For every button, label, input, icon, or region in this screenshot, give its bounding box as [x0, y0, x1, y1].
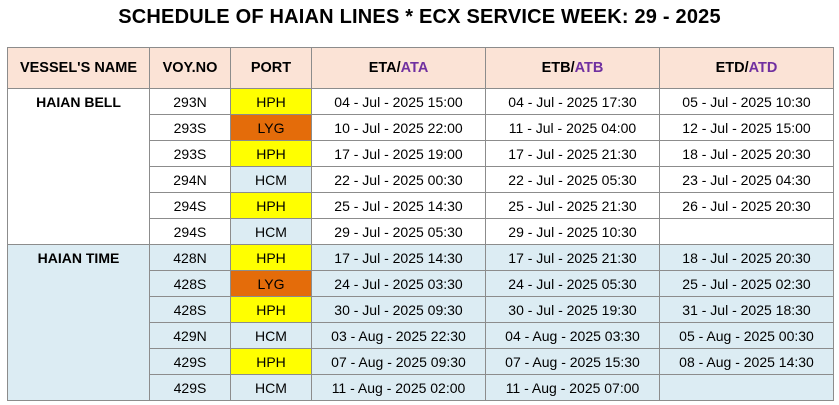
etd-cell: 31 - Jul - 2025 18:30: [659, 296, 834, 323]
port-cell: HCM: [230, 218, 312, 245]
eta-cell: 25 - Jul - 2025 14:30: [311, 192, 486, 219]
eta-cell: 30 - Jul - 2025 09:30: [311, 296, 486, 323]
header-atb-label: ATB: [574, 60, 604, 76]
eta-cell: 17 - Jul - 2025 19:00: [311, 140, 486, 167]
etb-cell: 17 - Jul - 2025 21:30: [485, 140, 660, 167]
voy-no-cell: 294S: [149, 218, 231, 245]
etb-cell: 24 - Jul - 2025 05:30: [485, 270, 660, 297]
eta-cell: 11 - Aug - 2025 02:00: [311, 374, 486, 401]
etd-cell: 25 - Jul - 2025 02:30: [659, 270, 834, 297]
table-row: 428S HPH 30 - Jul - 2025 09:30 30 - Jul - 2…: [8, 296, 834, 323]
header-etd-atd: ETD/ATD: [659, 47, 834, 89]
etb-cell: 17 - Jul - 2025 21:30: [485, 244, 660, 271]
table-row: 293S HPH 17 - Jul - 2025 19:00 17 - Jul - 2…: [8, 140, 834, 167]
etd-cell: 23 - Jul - 2025 04:30: [659, 166, 834, 193]
voy-no-cell: 294S: [149, 192, 231, 219]
header-etb-atb: ETB/ATB: [485, 47, 660, 89]
table-row: 428S LYG 24 - Jul - 2025 03:30 24 - Jul - 2…: [8, 270, 834, 297]
port-cell: HPH: [230, 348, 312, 375]
etd-cell: 08 - Aug - 2025 14:30: [659, 348, 834, 375]
voy-no-cell: 294N: [149, 166, 231, 193]
port-cell: HCM: [230, 374, 312, 401]
vessel-name: HAIAN TIME: [7, 244, 150, 401]
eta-cell: 22 - Jul - 2025 00:30: [311, 166, 486, 193]
etb-cell: 11 - Jul - 2025 04:00: [485, 114, 660, 141]
header-eta-label: ETA/: [368, 60, 401, 76]
port-cell: HPH: [230, 244, 312, 271]
voy-no-cell: 293S: [149, 114, 231, 141]
port-cell: LYG: [230, 114, 312, 141]
header-vessel-name: VESSEL'S NAME: [7, 47, 150, 89]
header-eta-ata: ETA/ATA: [311, 47, 486, 89]
vessel-name: HAIAN BELL: [7, 88, 150, 245]
schedule-table: VESSEL'S NAME VOY.NO PORT ETA/ATA ETB/AT…: [7, 47, 834, 401]
etb-cell: 29 - Jul - 2025 10:30: [485, 218, 660, 245]
voy-no-cell: 429N: [149, 322, 231, 349]
header-etd-label: ETD/: [715, 60, 749, 76]
table-row: 429S HPH 07 - Aug - 2025 09:30 07 - Aug - 2…: [8, 348, 834, 375]
table-row: HAIAN BELL 293N HPH 04 - Jul - 2025 15:00 04…: [7, 88, 834, 245]
voy-no-cell: 429S: [149, 374, 231, 401]
schedule-body: HAIAN BELL 293N HPH 04 - Jul - 2025 15:00 04…: [7, 88, 834, 401]
voy-no-cell: 428S: [149, 296, 231, 323]
voy-no-cell: 428N: [149, 244, 231, 271]
header-ata-label: ATA: [400, 60, 429, 76]
voy-no-cell: 293N: [149, 88, 231, 115]
etd-cell: 05 - Aug - 2025 00:30: [659, 322, 834, 349]
header-port: PORT: [230, 47, 312, 89]
etb-cell: 04 - Jul - 2025 17:30: [485, 88, 660, 115]
etd-cell: 26 - Jul - 2025 20:30: [659, 192, 834, 219]
etb-cell: 04 - Aug - 2025 03:30: [485, 322, 660, 349]
table-row: 429N HCM 03 - Aug - 2025 22:30 04 - Aug - 2…: [8, 322, 834, 349]
eta-cell: 04 - Jul - 2025 15:00: [311, 88, 486, 115]
port-cell: HCM: [230, 166, 312, 193]
eta-cell: 03 - Aug - 2025 22:30: [311, 322, 486, 349]
header-row: VESSEL'S NAME VOY.NO PORT ETA/ATA ETB/AT…: [7, 47, 834, 89]
port-cell: HCM: [230, 322, 312, 349]
eta-cell: 17 - Jul - 2025 14:30: [311, 244, 486, 271]
port-cell: LYG: [230, 270, 312, 297]
table-row: 294S HCM 29 - Jul - 2025 05:30 29 - Jul - 2…: [8, 218, 834, 245]
table-row: HAIAN TIME 428N HPH 17 - Jul - 2025 14:30 17…: [7, 244, 834, 401]
etd-cell: 12 - Jul - 2025 15:00: [659, 114, 834, 141]
voy-no-cell: 428S: [149, 270, 231, 297]
port-cell: HPH: [230, 296, 312, 323]
table-row: 294N HCM 22 - Jul - 2025 00:30 22 - Jul - 2…: [8, 166, 834, 193]
table-row: 293S LYG 10 - Jul - 2025 22:00 11 - Jul - 2…: [8, 114, 834, 141]
voy-no-cell: 293S: [149, 140, 231, 167]
etd-cell: 18 - Jul - 2025 20:30: [659, 140, 834, 167]
header-voy-no: VOY.NO: [149, 47, 231, 89]
etb-cell: 07 - Aug - 2025 15:30: [485, 348, 660, 375]
eta-cell: 29 - Jul - 2025 05:30: [311, 218, 486, 245]
port-cell: HPH: [230, 140, 312, 167]
etb-cell: 22 - Jul - 2025 05:30: [485, 166, 660, 193]
table-row: 429S HCM 11 - Aug - 2025 02:00 11 - Aug - 2…: [8, 374, 834, 401]
table-row: 294S HPH 25 - Jul - 2025 14:30 25 - Jul - 2…: [8, 192, 834, 219]
eta-cell: 07 - Aug - 2025 09:30: [311, 348, 486, 375]
eta-cell: 24 - Jul - 2025 03:30: [311, 270, 486, 297]
etb-cell: 11 - Aug - 2025 07:00: [485, 374, 660, 401]
etd-cell: 05 - Jul - 2025 10:30: [659, 88, 834, 115]
etb-cell: 30 - Jul - 2025 19:30: [485, 296, 660, 323]
etd-cell: 18 - Jul - 2025 20:30: [659, 244, 834, 271]
port-cell: HPH: [230, 88, 312, 115]
voy-no-cell: 429S: [149, 348, 231, 375]
etd-cell: [659, 218, 834, 245]
schedule-title: SCHEDULE OF HAIAN LINES * ECX SERVICE WE…: [118, 6, 721, 28]
eta-cell: 10 - Jul - 2025 22:00: [311, 114, 486, 141]
header-atd-label: ATD: [748, 60, 778, 76]
port-cell: HPH: [230, 192, 312, 219]
etb-cell: 25 - Jul - 2025 21:30: [485, 192, 660, 219]
header-etb-label: ETB/: [541, 60, 575, 76]
etd-cell: [659, 374, 834, 401]
